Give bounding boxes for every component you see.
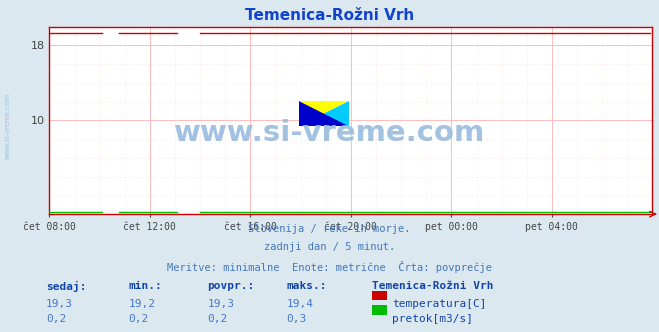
Text: maks.:: maks.: — [287, 281, 327, 290]
Polygon shape — [299, 101, 349, 126]
Text: 0,3: 0,3 — [287, 314, 307, 324]
Text: pretok[m3/s]: pretok[m3/s] — [392, 314, 473, 324]
Text: www.si-vreme.com: www.si-vreme.com — [174, 119, 485, 147]
Text: 0,2: 0,2 — [208, 314, 228, 324]
Text: 19,3: 19,3 — [46, 299, 73, 309]
Text: sedaj:: sedaj: — [46, 281, 86, 291]
Text: 19,4: 19,4 — [287, 299, 314, 309]
Text: min.:: min.: — [129, 281, 162, 290]
Text: povpr.:: povpr.: — [208, 281, 255, 290]
Text: 19,2: 19,2 — [129, 299, 156, 309]
Text: Slovenija / reke in morje.: Slovenija / reke in morje. — [248, 224, 411, 234]
Text: www.si-vreme.com: www.si-vreme.com — [5, 93, 11, 159]
Polygon shape — [299, 101, 349, 126]
Text: zadnji dan / 5 minut.: zadnji dan / 5 minut. — [264, 242, 395, 252]
Text: 0,2: 0,2 — [46, 314, 67, 324]
Text: 0,2: 0,2 — [129, 314, 149, 324]
Text: Temenica-Rožni Vrh: Temenica-Rožni Vrh — [372, 281, 494, 290]
Polygon shape — [299, 101, 349, 126]
Text: 19,3: 19,3 — [208, 299, 235, 309]
Text: temperatura[C]: temperatura[C] — [392, 299, 486, 309]
Text: Temenica-Rožni Vrh: Temenica-Rožni Vrh — [245, 8, 414, 23]
Text: Meritve: minimalne  Enote: metrične  Črta: povprečje: Meritve: minimalne Enote: metrične Črta:… — [167, 261, 492, 273]
